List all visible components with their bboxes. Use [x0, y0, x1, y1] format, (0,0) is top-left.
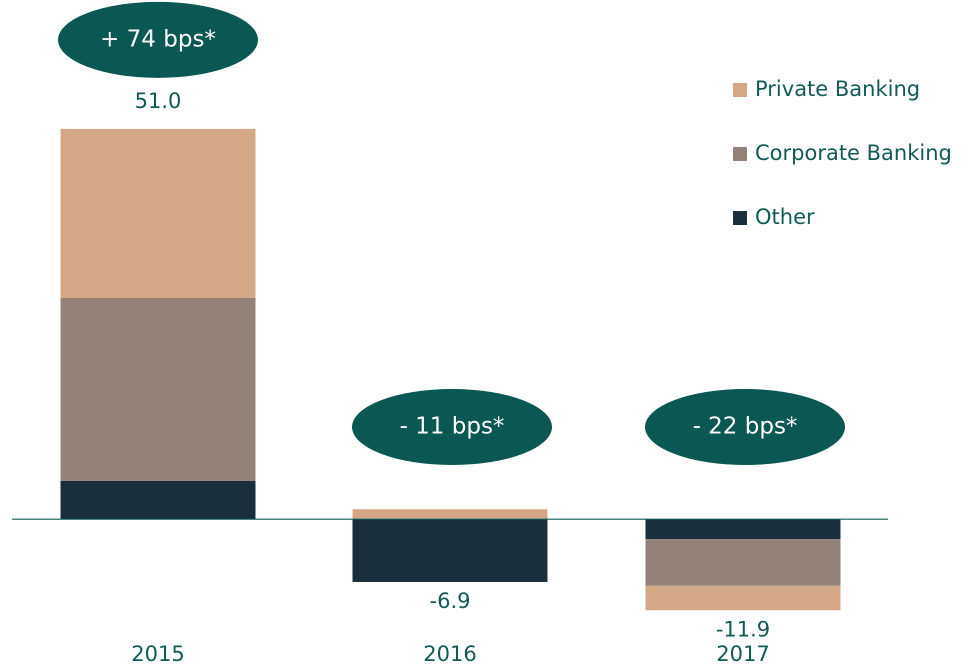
x-tick-label: 2015: [131, 642, 184, 666]
legend-swatch: [733, 211, 747, 225]
annotation-bubble: [352, 389, 552, 465]
annotation: - 22 bps*: [693, 414, 798, 440]
annotation: - 11 bps*: [400, 414, 505, 440]
legend-swatch: [733, 147, 747, 161]
legend-swatch: [733, 83, 747, 97]
x-tick-label: 2017: [716, 642, 769, 666]
bar-segment: [352, 509, 548, 520]
bar-segment: [352, 519, 548, 582]
bar-segment: [60, 298, 256, 481]
bar-segment: [645, 519, 841, 540]
legend-label: Other: [755, 205, 815, 229]
bar-segment: [645, 539, 841, 586]
bar-segment: [60, 480, 256, 520]
annotation-bubble: [58, 1, 258, 78]
x-tick-label: 2016: [423, 642, 476, 666]
legend-label: Corporate Banking: [755, 141, 952, 165]
legend-label: Private Banking: [755, 77, 920, 101]
annotation-bubble: [645, 389, 845, 465]
total-label: 51.0: [135, 89, 182, 113]
bar-segment: [645, 585, 841, 611]
total-label: -6.9: [430, 589, 471, 613]
bar-segment: [60, 128, 256, 299]
total-label: -11.9: [716, 617, 770, 641]
annotation: + 74 bps*: [100, 26, 216, 52]
